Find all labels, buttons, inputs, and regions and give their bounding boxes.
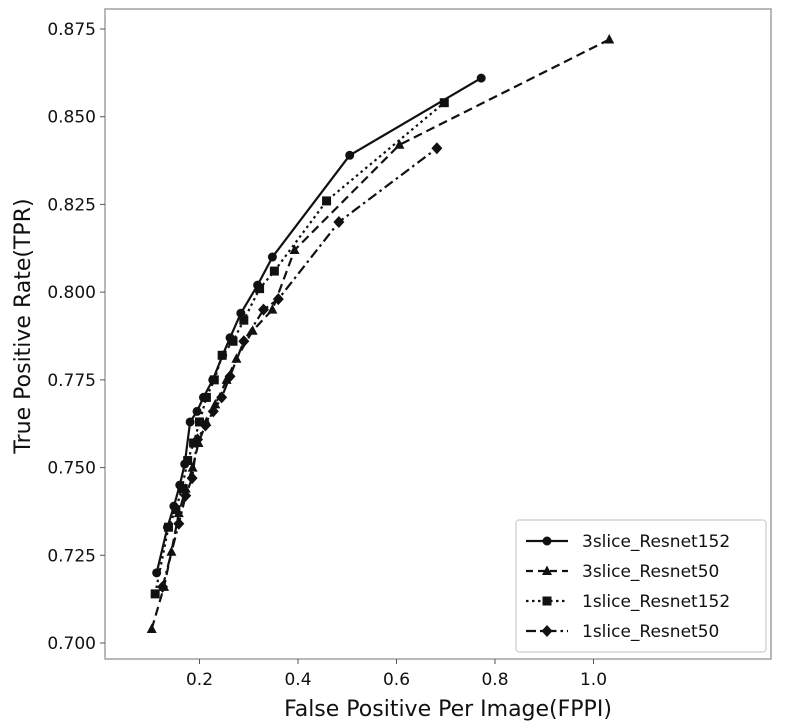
triangle-marker-icon bbox=[289, 244, 300, 255]
y-axis-title: True Positive Rate(TPR) bbox=[11, 198, 36, 454]
legend-label: 1slice_Resnet152 bbox=[582, 592, 730, 612]
square-marker-icon bbox=[228, 336, 238, 346]
legend-label: 3slice_Resnet152 bbox=[582, 532, 730, 552]
triangle-marker-icon bbox=[267, 304, 278, 314]
diamond-marker-icon bbox=[207, 405, 219, 418]
y-tick-label: 0.775 bbox=[47, 371, 96, 391]
diamond-marker-icon bbox=[192, 433, 204, 446]
square-marker-icon bbox=[209, 375, 219, 385]
series-3slice_Resnet152 bbox=[152, 73, 486, 578]
diamond-marker-icon bbox=[541, 625, 553, 637]
triangle-marker-icon bbox=[146, 623, 157, 633]
diamond-marker-icon bbox=[224, 370, 236, 383]
plot-area bbox=[146, 34, 615, 633]
series-1slice_Resnet152 bbox=[150, 98, 449, 599]
series-1slice_Resnet50 bbox=[157, 142, 443, 593]
diamond-marker-icon bbox=[180, 489, 192, 502]
x-tick-label: 1.0 bbox=[580, 670, 607, 690]
legend-entry: 3slice_Resnet50 bbox=[526, 562, 719, 582]
circle-marker-icon bbox=[185, 417, 195, 427]
square-marker-icon bbox=[542, 596, 552, 606]
legend-box bbox=[515, 519, 767, 653]
triangle-marker-icon bbox=[394, 139, 405, 149]
square-marker-icon bbox=[183, 456, 193, 466]
y-tick-label: 0.700 bbox=[47, 634, 96, 654]
triangle-marker-icon bbox=[221, 374, 232, 384]
legend: 3slice_Resnet152 3slice_Resnet50 1slice_Re… bbox=[515, 519, 767, 653]
square-marker-icon bbox=[150, 589, 160, 599]
x-tick-label: 0.8 bbox=[481, 670, 508, 690]
diamond-marker-icon bbox=[173, 517, 185, 530]
triangle-marker-icon bbox=[604, 34, 615, 44]
square-marker-icon bbox=[171, 505, 181, 515]
y-tick-label: 0.825 bbox=[47, 195, 96, 215]
y-tick-label: 0.850 bbox=[47, 108, 96, 128]
y-tick-label: 0.750 bbox=[47, 459, 96, 479]
square-marker-icon bbox=[201, 392, 211, 402]
triangle-marker-icon bbox=[231, 353, 242, 363]
circle-marker-icon bbox=[192, 406, 202, 416]
legend-entry: 3slice_Resnet152 bbox=[526, 532, 730, 552]
square-marker-icon bbox=[255, 284, 265, 294]
circle-marker-icon bbox=[542, 536, 552, 546]
square-marker-icon bbox=[195, 417, 204, 427]
diamond-marker-icon bbox=[199, 419, 211, 432]
legend-entry: 1slice_Resnet50 bbox=[526, 622, 719, 642]
circle-marker-icon bbox=[236, 308, 246, 318]
square-marker-icon bbox=[439, 98, 449, 108]
x-tick-label: 0.4 bbox=[284, 670, 311, 690]
triangle-marker-icon bbox=[542, 565, 552, 575]
diamond-marker-icon bbox=[258, 303, 270, 316]
circle-marker-icon bbox=[345, 150, 355, 160]
square-marker-icon bbox=[163, 522, 173, 532]
y-tick-label: 0.800 bbox=[47, 283, 96, 303]
circle-marker-icon bbox=[267, 252, 277, 262]
diamond-marker-icon bbox=[333, 215, 345, 228]
diamond-marker-icon bbox=[272, 293, 284, 306]
series-line bbox=[155, 77, 482, 574]
x-tick-label: 0.2 bbox=[186, 670, 213, 690]
x-axis-title: False Positive Per Image(FPPI) bbox=[284, 697, 612, 722]
legend-label: 1slice_Resnet50 bbox=[582, 622, 719, 642]
x-tick-label: 0.6 bbox=[383, 670, 410, 690]
diamond-marker-icon bbox=[157, 580, 169, 593]
square-marker-icon bbox=[177, 484, 187, 494]
square-marker-icon bbox=[189, 438, 199, 448]
circle-marker-icon bbox=[476, 73, 486, 83]
y-axis: 0.700 0.725 0.750 0.775 0.800 0.825 0.850 0.875 bbox=[47, 20, 105, 654]
x-axis: 0.2 0.4 0.6 0.8 1.0 bbox=[186, 659, 607, 690]
square-marker-icon bbox=[217, 350, 227, 360]
legend-entry: 1slice_Resnet152 bbox=[526, 592, 730, 612]
y-tick-label: 0.875 bbox=[47, 20, 96, 40]
plot-frame bbox=[104, 8, 772, 660]
diamond-marker-icon bbox=[186, 472, 198, 485]
series-line bbox=[154, 101, 446, 595]
diamond-marker-icon bbox=[216, 391, 228, 404]
square-marker-icon bbox=[322, 196, 332, 206]
y-tick-label: 0.725 bbox=[47, 546, 96, 566]
diamond-marker-icon bbox=[431, 142, 443, 155]
diamond-marker-icon bbox=[238, 335, 250, 348]
square-marker-icon bbox=[239, 315, 249, 325]
square-marker-icon bbox=[269, 266, 279, 276]
legend-label: 3slice_Resnet50 bbox=[582, 562, 719, 582]
